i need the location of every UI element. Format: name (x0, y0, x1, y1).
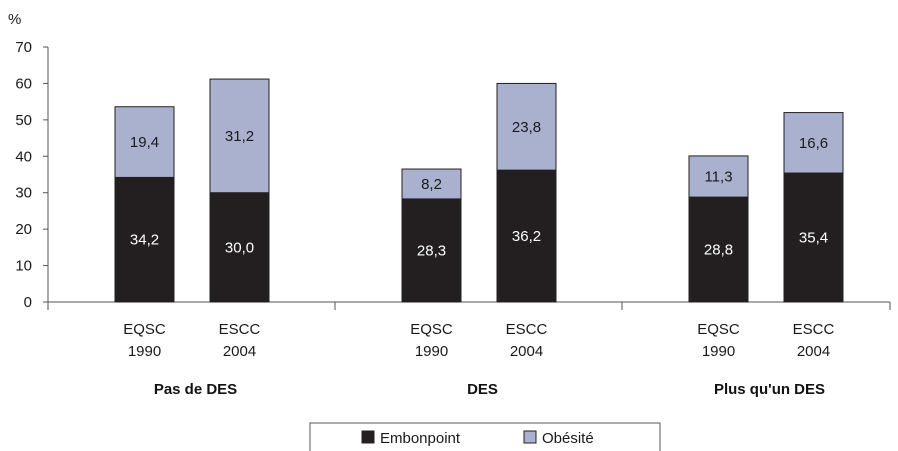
bar-segment-obesite (209, 78, 270, 194)
legend-swatch (361, 430, 375, 444)
y-tick-label: 40 (15, 148, 32, 165)
data-label-embonpoint: 36,2 (512, 228, 541, 245)
y-tick-label: 60 (15, 75, 32, 92)
data-label-embonpoint: 35,4 (799, 230, 828, 247)
category-label-year: 1990 (128, 343, 161, 360)
category-label-survey: EQSC (410, 321, 453, 338)
category-label-survey: ESCC (219, 321, 261, 338)
category-label-year: 2004 (797, 343, 830, 360)
bar-segment-obesite (688, 155, 749, 198)
group-label: DES (467, 381, 498, 398)
bar-segment-obesite (114, 106, 175, 178)
data-label-obesite: 8,2 (421, 176, 442, 193)
bar-segment-embonpoint (783, 172, 844, 303)
bar-segment-obesite (496, 82, 557, 171)
y-tick-label: 70 (15, 39, 32, 56)
bar-segment-embonpoint (688, 196, 749, 303)
bar-segment-obesite (783, 112, 844, 174)
y-tick-label: 10 (15, 258, 32, 275)
data-label-obesite: 11,3 (704, 169, 732, 186)
bars: 34,2 19,4 30,0 31,2 28,3 8,2 36,2 23,8 28,8 11,3 3… (114, 78, 844, 303)
y-tick-label: 50 (15, 112, 32, 129)
legend-swatch (523, 430, 537, 444)
y-axis-unit-label: % (8, 11, 21, 28)
group-label: Pas de DES (154, 381, 237, 398)
category-label-survey: EQSC (123, 321, 166, 338)
data-label-obesite: 19,4 (130, 134, 159, 151)
y-tick-label: 0 (24, 294, 32, 311)
y-tick-label: 20 (15, 221, 32, 238)
legend-label: Obésité (542, 430, 594, 447)
legend: Embonpoint Obésité (309, 422, 661, 451)
category-label-survey: ESCC (506, 321, 548, 338)
data-label-embonpoint: 34,2 (130, 232, 159, 249)
data-label-obesite: 16,6 (799, 135, 828, 152)
bar-segment-embonpoint (114, 176, 175, 303)
x-axis-labels: EQSC 1990 ESCC 2004 Pas de DES EQSC 1990 ESCC 20… (123, 321, 834, 398)
category-label-year: 1990 (415, 343, 448, 360)
data-label-embonpoint: 28,3 (417, 242, 446, 259)
category-label-survey: EQSC (697, 321, 740, 338)
category-label-year: 1990 (702, 343, 735, 360)
bar-segment-embonpoint (401, 198, 462, 303)
data-label-embonpoint: 28,8 (704, 242, 733, 259)
category-label-survey: ESCC (793, 321, 835, 338)
axes (47, 47, 891, 310)
bar-segment-obesite (401, 168, 462, 200)
data-label-embonpoint: 30,0 (225, 239, 254, 256)
category-label-year: 2004 (223, 343, 256, 360)
bar-segment-embonpoint (496, 169, 557, 303)
group-label: Plus qu'un DES (714, 381, 825, 398)
y-tick-label: 30 (15, 185, 32, 202)
legend-label: Embonpoint (380, 430, 461, 447)
data-label-obesite: 31,2 (225, 128, 254, 145)
category-label-year: 2004 (510, 343, 543, 360)
data-label-obesite: 23,8 (512, 119, 541, 136)
bar-segment-embonpoint (209, 192, 270, 303)
y-axis-ticks: 0 10 20 30 40 50 60 70 (15, 39, 48, 311)
